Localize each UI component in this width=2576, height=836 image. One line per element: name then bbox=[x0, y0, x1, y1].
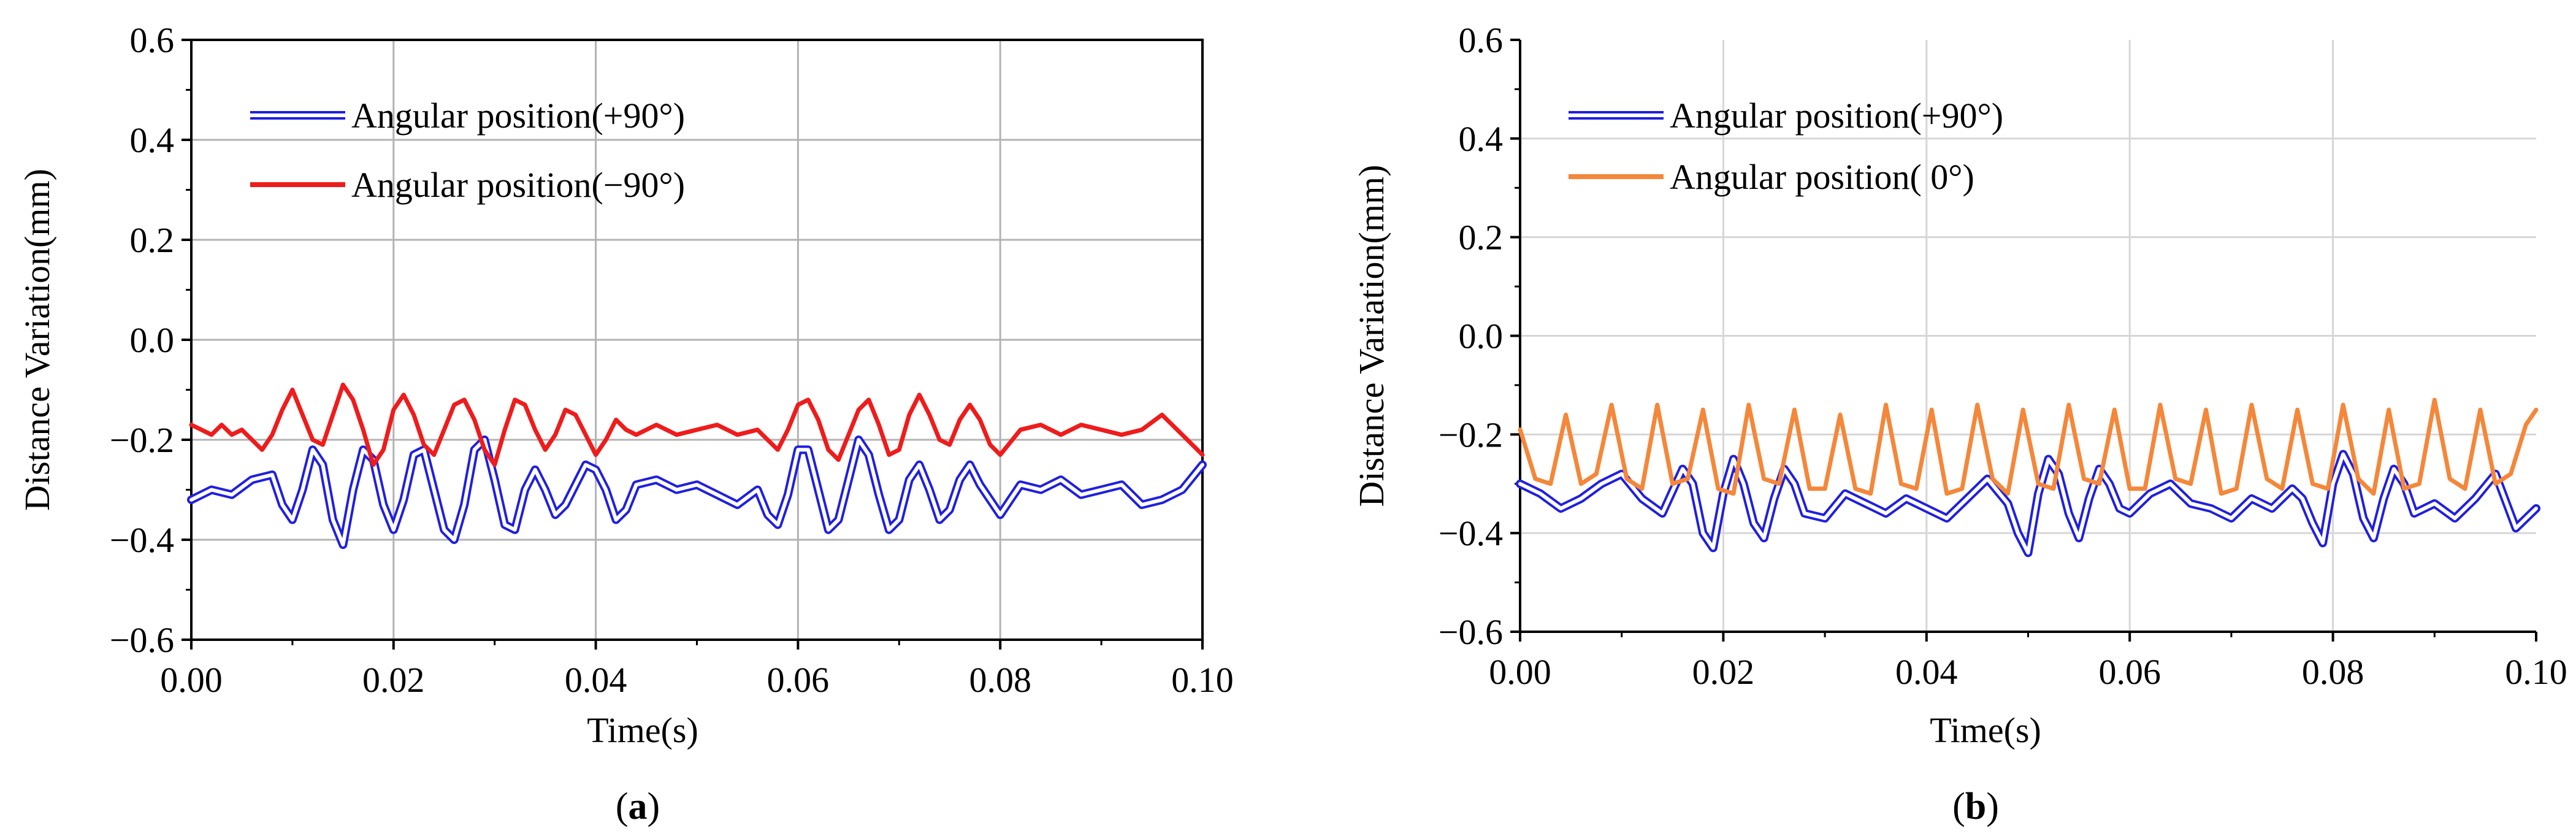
series-line-1 bbox=[189, 382, 1205, 467]
series-line-inner-0 bbox=[189, 438, 1204, 547]
y-tick-label: 0.0 bbox=[1459, 316, 1504, 356]
panel-label-paren-open: ( bbox=[616, 786, 629, 827]
series-line-1 bbox=[1518, 397, 2539, 496]
y-tick-label: 0.6 bbox=[1459, 20, 1504, 60]
panel-label: (b) bbox=[1952, 786, 1999, 827]
x-tick-label: 0.04 bbox=[1895, 652, 1958, 692]
y-tick-label: 0.4 bbox=[1459, 119, 1504, 159]
chart-panel-b: 0.6 0.4 0.2 0.0 −0.2 −0.4 −0.60.00 0.02 0.04 0.06… bbox=[1351, 20, 2567, 827]
x-tick-label: 0.02 bbox=[362, 660, 425, 700]
panel-label-paren-close: ) bbox=[648, 786, 660, 827]
y-tick-label: 0.2 bbox=[1459, 218, 1504, 258]
panel-label-paren-open: ( bbox=[1952, 786, 1965, 827]
x-tick-label: 0.00 bbox=[1489, 652, 1551, 692]
y-tick-label: −0.4 bbox=[1439, 513, 1503, 553]
y-tick-label: 0.2 bbox=[130, 220, 175, 260]
y-tick-label: −0.2 bbox=[110, 420, 174, 460]
x-tick-label: 0.02 bbox=[1692, 652, 1755, 692]
legend-label-1: Angular position(−90°) bbox=[351, 165, 685, 205]
panel-label-paren-close: ) bbox=[1986, 786, 1999, 827]
x-axis-title: Time(s) bbox=[1930, 710, 2041, 750]
legend-label-1: Angular position( 0°) bbox=[1670, 157, 1974, 197]
x-tick-label: 0.10 bbox=[2505, 652, 2567, 692]
y-tick-label: 0.0 bbox=[130, 320, 175, 360]
x-tick-label: 0.06 bbox=[767, 660, 830, 700]
y-tick-label: −0.6 bbox=[1439, 612, 1503, 652]
x-tick-label: 0.08 bbox=[969, 660, 1031, 700]
series-line-inner-0 bbox=[1518, 452, 2538, 555]
x-axis-title: Time(s) bbox=[587, 710, 698, 750]
chart-panel-a: 0.6 0.4 0.2 0.0 −0.2 −0.4 −0.60.00 0.02 0.04 0.06… bbox=[17, 20, 1234, 827]
panel-label-letter: a bbox=[629, 786, 648, 827]
y-axis-title: Distance Variation(mm) bbox=[1351, 165, 1391, 507]
y-tick-label: 0.4 bbox=[130, 120, 175, 160]
panel-label-letter: b bbox=[1965, 786, 1986, 827]
legend-label-0: Angular position(+90°) bbox=[351, 96, 685, 136]
y-tick-label: 0.6 bbox=[130, 20, 175, 60]
x-tick-label: 0.08 bbox=[2302, 652, 2364, 692]
x-tick-label: 0.04 bbox=[565, 660, 627, 700]
y-tick-label: −0.2 bbox=[1439, 415, 1503, 454]
y-axis-title: Distance Variation(mm) bbox=[17, 169, 57, 511]
y-tick-label: −0.6 bbox=[110, 620, 174, 660]
panel-label: (a) bbox=[616, 786, 660, 827]
legend-label-0: Angular position(+90°) bbox=[1670, 96, 2003, 136]
x-tick-label: 0.06 bbox=[2098, 652, 2161, 692]
x-tick-label: 0.10 bbox=[1171, 660, 1234, 700]
x-tick-label: 0.00 bbox=[160, 660, 223, 700]
y-tick-label: −0.4 bbox=[110, 520, 174, 560]
